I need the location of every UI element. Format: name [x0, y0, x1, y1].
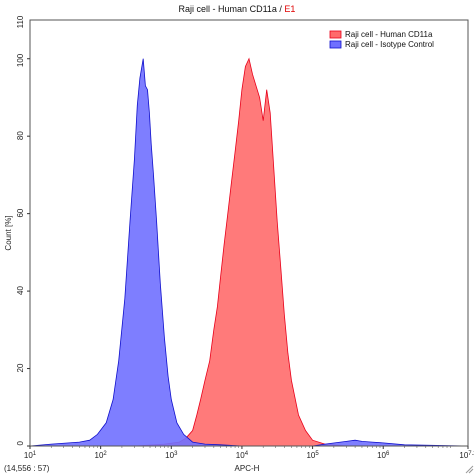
- x-tick-exponent: 6: [386, 451, 390, 457]
- x-tick-exponent: 4: [245, 451, 249, 457]
- x-tick-base: 10: [377, 451, 386, 460]
- x-tick-label: 107.2: [459, 451, 474, 460]
- cursor-readout: (14,556 : 57): [4, 464, 50, 473]
- x-tick-exponent: 5: [315, 451, 319, 457]
- y-tick-label: 80: [16, 131, 25, 140]
- x-tick-base: 10: [459, 451, 468, 460]
- legend-label-2: Raji cell - Isotype Control: [345, 40, 434, 49]
- x-tick-label: 106: [377, 451, 390, 460]
- x-tick-exponent: 2: [103, 451, 107, 457]
- legend-swatch-1: [329, 30, 342, 39]
- x-tick-label: 101: [24, 451, 37, 460]
- x-tick-label: 105: [306, 451, 319, 460]
- x-tick-base: 10: [95, 451, 104, 460]
- series-area-2: [29, 58, 469, 447]
- y-tick-label: 60: [16, 208, 25, 217]
- x-tick-exponent: 7.2: [468, 451, 474, 457]
- x-axis-label: APC-H: [235, 464, 260, 473]
- y-axis-label: Count [%]: [4, 215, 13, 250]
- legend-label-1: Raji cell - Human CD11a: [345, 30, 433, 39]
- y-tick-label: 40: [16, 286, 25, 295]
- chart-title-gate: E1: [284, 4, 295, 14]
- x-tick-exponent: 1: [33, 451, 37, 457]
- y-max-label: 110: [16, 15, 25, 28]
- x-tick-exponent: 3: [174, 451, 178, 457]
- x-tick-label: 103: [165, 451, 178, 460]
- x-tick-base: 10: [236, 451, 245, 460]
- corner-resize-grip[interactable]: [465, 465, 474, 474]
- x-tick-base: 10: [306, 451, 315, 460]
- x-tick-label: 102: [95, 451, 108, 460]
- y-tick-label: 20: [16, 363, 25, 372]
- y-tick-label: 0: [16, 440, 25, 445]
- chart-title-main: Raji cell - Human CD11a /: [179, 4, 285, 14]
- chart-title: Raji cell - Human CD11a / E1: [179, 4, 296, 14]
- plot-frame: [29, 19, 469, 447]
- plot-area: [29, 57, 469, 447]
- y-axis: 0 20 40 60 80 100 110: [16, 15, 30, 447]
- x-tick-base: 10: [24, 451, 33, 460]
- x-tick-base: 10: [165, 451, 174, 460]
- x-tick-label: 104: [236, 451, 249, 460]
- legend-swatch-2: [329, 40, 342, 49]
- series-area-1: [30, 57, 468, 447]
- y-tick-label: 100: [16, 53, 25, 67]
